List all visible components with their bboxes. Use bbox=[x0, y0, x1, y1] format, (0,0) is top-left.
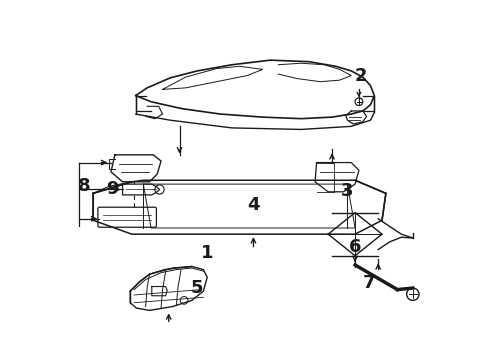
Text: 2: 2 bbox=[355, 67, 368, 85]
Text: 8: 8 bbox=[78, 177, 90, 195]
Text: 9: 9 bbox=[106, 180, 119, 198]
Text: 7: 7 bbox=[363, 274, 375, 292]
Text: 5: 5 bbox=[191, 279, 203, 297]
Text: 1: 1 bbox=[201, 244, 214, 262]
Text: 4: 4 bbox=[247, 196, 260, 214]
Text: 3: 3 bbox=[341, 182, 354, 200]
Text: 6: 6 bbox=[349, 238, 361, 256]
